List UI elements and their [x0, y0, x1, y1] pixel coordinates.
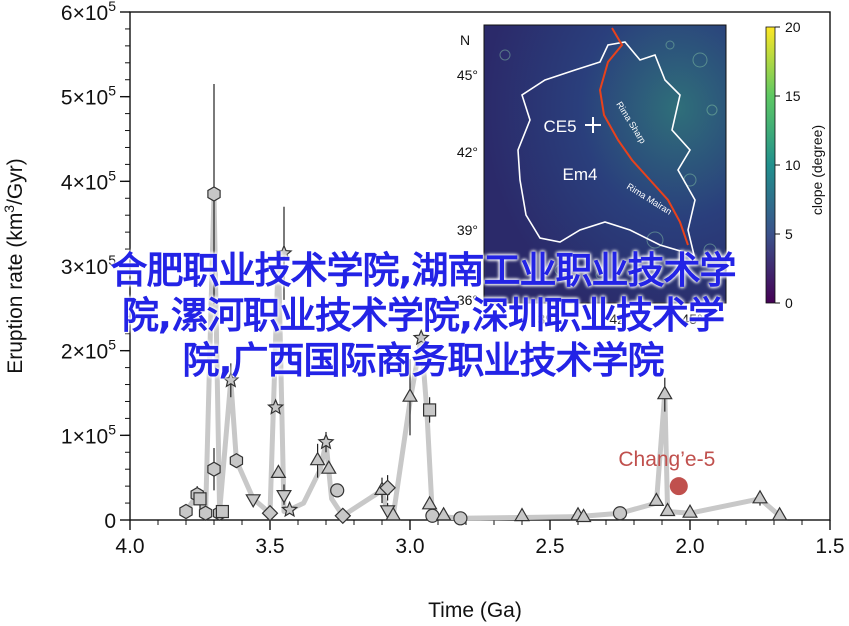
- trend-line-layer: [183, 191, 782, 521]
- data-point-square: [215, 504, 229, 519]
- highlight-layer: Chang’e-5: [618, 448, 715, 496]
- x-tick-label: 2.0: [675, 535, 704, 558]
- lat-label-36: 36°: [457, 292, 478, 308]
- overlay-line: 合肥职业技术学院,湖南工业职业技术学: [110, 249, 736, 292]
- x-tick-label: 2.5: [535, 535, 564, 558]
- colorbar-tick-label: 0: [785, 295, 793, 311]
- data-point-triangle: [421, 495, 438, 510]
- data-point-hexagon: [207, 186, 221, 202]
- highlight-point: [669, 477, 688, 496]
- y-tick-label: 3×105: [61, 252, 116, 279]
- highlight-label: Chang’e-5: [618, 448, 715, 471]
- y-tick-label: 2×105: [61, 337, 116, 364]
- crater-texture: [499, 40, 718, 280]
- data-point-star: [281, 500, 299, 518]
- data-point-triangle-down: [245, 494, 262, 509]
- data-point-triangle: [435, 506, 452, 521]
- mare-boundary: [517, 41, 696, 257]
- colorbar-ticks: 20 15 10 5 0: [775, 19, 801, 311]
- data-point-triangle: [659, 502, 676, 517]
- lon-label-45: 45°: [681, 311, 702, 327]
- data-point-hexagon: [229, 453, 244, 469]
- data-point-triangle: [402, 387, 418, 402]
- data-point-triangle: [682, 503, 698, 518]
- x-tick-label: 3.0: [395, 535, 424, 558]
- data-point-diamond: [261, 504, 279, 522]
- data-point-triangle: [270, 464, 287, 478]
- rille-line: [598, 27, 689, 246]
- x-tick-label: 1.5: [815, 535, 844, 558]
- data-point-triangle: [575, 508, 592, 523]
- data-point-square: [193, 492, 207, 506]
- colorbar-tick-label: 20: [785, 19, 801, 35]
- region-label-ce5: CE5: [543, 117, 576, 136]
- data-point-square: [423, 403, 437, 417]
- y-tick-label: 1×105: [61, 421, 116, 448]
- trend-line: [183, 191, 782, 521]
- x-tick-label: 4.0: [115, 535, 144, 558]
- lat-label-45: 45°: [457, 67, 478, 83]
- data-point-triangle: [648, 492, 665, 506]
- data-point-circle: [330, 483, 345, 498]
- x-tick-label: 3.5: [255, 535, 284, 558]
- data-point-star: [317, 433, 335, 450]
- data-point-hexagon: [198, 505, 213, 521]
- inset-map: N 45° 42° 39° 36° 39° 42° 45° CE5 Em4 Ri…: [457, 19, 825, 327]
- lat-label-42: 42°: [457, 144, 478, 160]
- data-point-triangle: [771, 506, 788, 521]
- lat-label-39: 39°: [457, 222, 478, 238]
- data-point-triangle: [656, 385, 673, 400]
- overlay-text: 合肥职业技术学院,湖南工业职业技术学 院,漯河职业技术学院,深圳职业技术学 院,…: [8, 248, 838, 383]
- region-label-em4: Em4: [563, 165, 598, 184]
- x-axis: 4.0 3.5 3.0 2.5 2.0 1.5: [115, 520, 845, 558]
- y-tick-label: 4×105: [61, 167, 116, 194]
- data-point-triangle: [752, 489, 768, 504]
- lon-label-42: 42°: [609, 311, 630, 327]
- data-point-star: [266, 398, 285, 415]
- data-point-layer: [179, 186, 788, 526]
- data-point-triangle: [309, 451, 326, 466]
- y-axis-title: Eruption rate (km3/Gyr): [1, 158, 27, 374]
- data-point-hexagon: [207, 461, 221, 477]
- lon-label-39: 39°: [537, 311, 558, 327]
- data-point-diamond: [334, 507, 352, 525]
- data-point-hexagon: [179, 503, 193, 520]
- data-point-star: [412, 328, 430, 346]
- data-point-circle: [453, 511, 468, 526]
- y-tick-label: 5×105: [61, 83, 116, 110]
- y-tick-label: 6×105: [61, 0, 116, 25]
- overlay-line: 院,广西国际商务职业技术学院: [182, 339, 664, 382]
- colorbar-title: clope (degree): [809, 125, 825, 215]
- data-point-triangle: [514, 507, 530, 522]
- data-point-star: [222, 371, 240, 388]
- colorbar-tick-label: 10: [785, 157, 801, 173]
- data-point-triangle-down: [276, 490, 292, 504]
- overlay-line: 院,漯河职业技术学院,深圳职业技术学: [121, 294, 725, 337]
- colorbar-tick-label: 5: [785, 226, 793, 242]
- data-point-star: [275, 244, 293, 261]
- x-axis-title: Time (Ga): [428, 599, 522, 622]
- y-axis: 0 1×105 2×105 3×105 4×105 5×105 6×105: [61, 0, 130, 533]
- data-point-triangle: [320, 459, 337, 474]
- colorbar-tick-label: 15: [785, 88, 801, 104]
- y-tick-label: 0: [104, 510, 116, 533]
- data-point-triangle: [385, 506, 402, 521]
- data-point-diamond: [379, 479, 396, 497]
- north-label: N: [460, 32, 470, 48]
- data-point-circle: [612, 506, 628, 521]
- ce5-cross-icon: [585, 117, 601, 133]
